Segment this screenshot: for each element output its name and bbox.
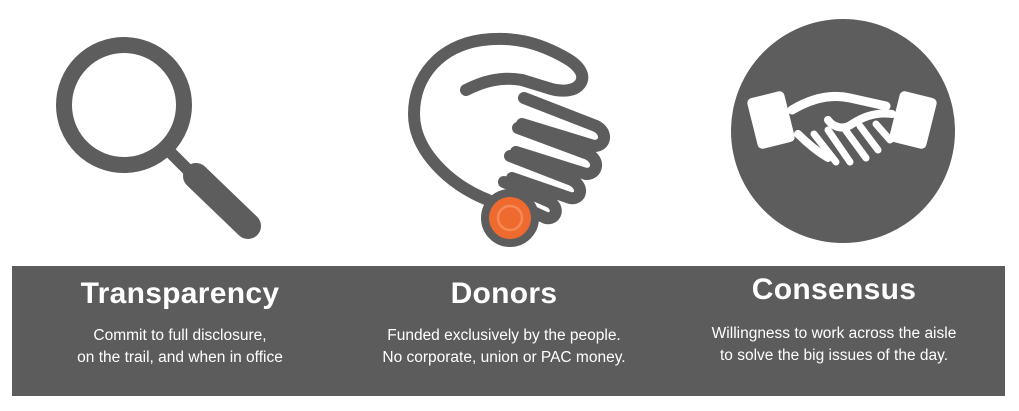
value-column-transparency: Transparency Commit to full disclosure, … [12, 266, 348, 396]
value-title: Transparency [80, 277, 280, 310]
value-description-line: Willingness to work across the aisle [711, 325, 957, 342]
icon-row [52, 16, 958, 253]
value-title: Consensus [751, 273, 917, 306]
value-description-line: to solve the big issues of the day. [719, 347, 949, 364]
value-description-line: No corporate, union or PAC money. [382, 349, 626, 366]
coin-hand-icon [400, 28, 625, 253]
value-description: Commit to full disclosure, on the trail,… [12, 325, 348, 369]
value-column-donors: Donors Funded exclusively by the people.… [336, 266, 672, 396]
values-banner: Transparency Commit to full disclosure, … [12, 266, 1005, 396]
value-description-line: on the trail, and when in office [77, 349, 283, 366]
value-description-line: Funded exclusively by the people. [387, 327, 621, 344]
value-column-consensus: Consensus Willingness to work across the… [666, 266, 1002, 396]
value-description: Willingness to work across the aisle to … [666, 323, 1002, 367]
value-description: Funded exclusively by the people. No cor… [336, 325, 672, 369]
handshake-icon [728, 16, 958, 246]
magnifier-icon [52, 30, 272, 250]
value-description-line: Commit to full disclosure, [93, 327, 267, 344]
value-title: Donors [450, 277, 558, 310]
